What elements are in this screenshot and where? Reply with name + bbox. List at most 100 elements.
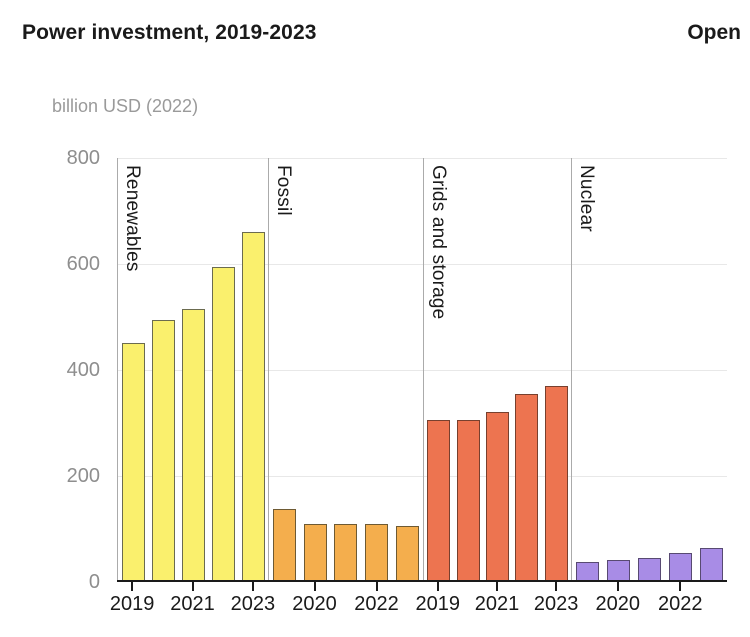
- x-axis-slot: 2021: [475, 582, 519, 630]
- gridline: [117, 476, 727, 477]
- bar[interactable]: [303, 524, 327, 582]
- group-label: Fossil: [273, 165, 294, 216]
- y-tick-label: 800: [66, 147, 100, 169]
- x-axis: 2019 2021 2023 2020 2022 2019 2021 2023 2020 2022: [110, 582, 727, 630]
- gridline: [117, 370, 727, 371]
- x-tick-label: 2021: [170, 593, 215, 615]
- bar-slot: [453, 158, 482, 582]
- bar-slot: [300, 158, 331, 582]
- bar[interactable]: [365, 524, 389, 582]
- x-tick-label: 2023: [533, 593, 579, 615]
- x-tick-label: 2021: [474, 593, 520, 615]
- chart-title: Power investment, 2019-2023: [22, 21, 317, 44]
- gridline: [117, 158, 727, 159]
- bar[interactable]: [272, 509, 296, 582]
- x-axis-slot: 2019: [110, 582, 154, 630]
- x-axis-slot: 2023: [534, 582, 578, 630]
- x-axis-slot: 2022: [354, 582, 399, 630]
- x-axis-group: 2019 2021 2023: [416, 582, 578, 630]
- x-axis-group: 2020 2022: [571, 582, 727, 630]
- bar-slot: [361, 158, 392, 582]
- x-tick: [251, 582, 254, 591]
- bar-slot: [424, 158, 453, 582]
- bar[interactable]: [334, 524, 358, 582]
- x-tick: [375, 582, 378, 591]
- x-tick: [679, 582, 682, 591]
- bar[interactable]: [396, 526, 420, 582]
- bar[interactable]: [669, 553, 692, 582]
- bar[interactable]: [638, 558, 661, 582]
- x-axis-slot: 2023: [231, 582, 275, 630]
- bar-slot: [238, 158, 268, 582]
- bar-slots: [269, 158, 423, 582]
- group-section: Fossil: [268, 158, 423, 582]
- x-tick: [495, 582, 498, 591]
- group-section: Renewables: [117, 158, 268, 582]
- bar[interactable]: [241, 232, 265, 582]
- unit-label: billion USD (2022): [52, 96, 199, 116]
- bar-slot: [603, 158, 634, 582]
- bar-slot: [665, 158, 696, 582]
- y-axis: 0 200 400 600 800: [0, 147, 100, 593]
- bar[interactable]: [211, 267, 235, 582]
- y-tick-label: 0: [88, 571, 100, 593]
- x-tick: [131, 582, 134, 591]
- y-tick-label: 400: [66, 359, 100, 381]
- bar[interactable]: [700, 548, 723, 582]
- x-tick: [191, 582, 194, 591]
- x-tick: [555, 582, 558, 591]
- x-axis-group: 2019 2021 2023: [110, 582, 275, 630]
- bar-slots: [424, 158, 571, 582]
- bar[interactable]: [486, 412, 510, 582]
- bar[interactable]: [427, 420, 451, 582]
- bar-slot: [118, 158, 148, 582]
- bar-slots: [118, 158, 268, 582]
- x-axis-slot: 2020: [292, 582, 337, 630]
- bar[interactable]: [456, 420, 480, 582]
- x-tick-label: 2022: [354, 593, 399, 615]
- bar[interactable]: [544, 386, 568, 582]
- x-tick-label: 2019: [109, 593, 155, 615]
- x-axis-slot: 2021: [170, 582, 215, 630]
- group-section: Grids and storage: [423, 158, 571, 582]
- x-axis-slot: [696, 582, 727, 630]
- x-axis-slot: 2020: [596, 582, 640, 630]
- x-tick: [436, 582, 439, 591]
- x-tick-label: 2020: [292, 593, 337, 615]
- bar-slot: [178, 158, 208, 582]
- open-button[interactable]: Open: [687, 21, 741, 44]
- x-tick: [313, 582, 316, 591]
- bar-slot: [572, 158, 603, 582]
- header: Power investment, 2019-2023 Open: [22, 21, 741, 45]
- bar[interactable]: [181, 309, 205, 582]
- bar[interactable]: [607, 560, 630, 582]
- plot-area: Renewables Fossil Grids and storage Nuclear: [117, 158, 727, 582]
- x-tick-label: 2023: [230, 593, 276, 615]
- bar-slot: [148, 158, 178, 582]
- x-tick-label: 2022: [657, 593, 703, 615]
- bar-slot: [392, 158, 423, 582]
- bar-slots: [572, 158, 727, 582]
- x-tick: [616, 582, 619, 591]
- y-tick-label: 200: [66, 465, 100, 487]
- group-label: Grids and storage: [428, 165, 449, 320]
- bar-slot: [208, 158, 238, 582]
- y-tick-label: 600: [66, 253, 100, 275]
- bar[interactable]: [576, 562, 599, 582]
- group-label: Nuclear: [576, 165, 597, 232]
- bar-slot: [269, 158, 300, 582]
- group-section: Nuclear: [571, 158, 727, 582]
- x-tick-label: 2020: [595, 593, 641, 615]
- bar-slot: [331, 158, 362, 582]
- bar-slot: [512, 158, 541, 582]
- x-axis-slot: 2022: [658, 582, 702, 630]
- bar[interactable]: [151, 320, 175, 582]
- bar[interactable]: [515, 394, 539, 582]
- x-axis-slot: 2019: [416, 582, 460, 630]
- bar[interactable]: [121, 343, 145, 582]
- bar-slot: [696, 158, 727, 582]
- bar-slot: [542, 158, 571, 582]
- bar-slot: [634, 158, 665, 582]
